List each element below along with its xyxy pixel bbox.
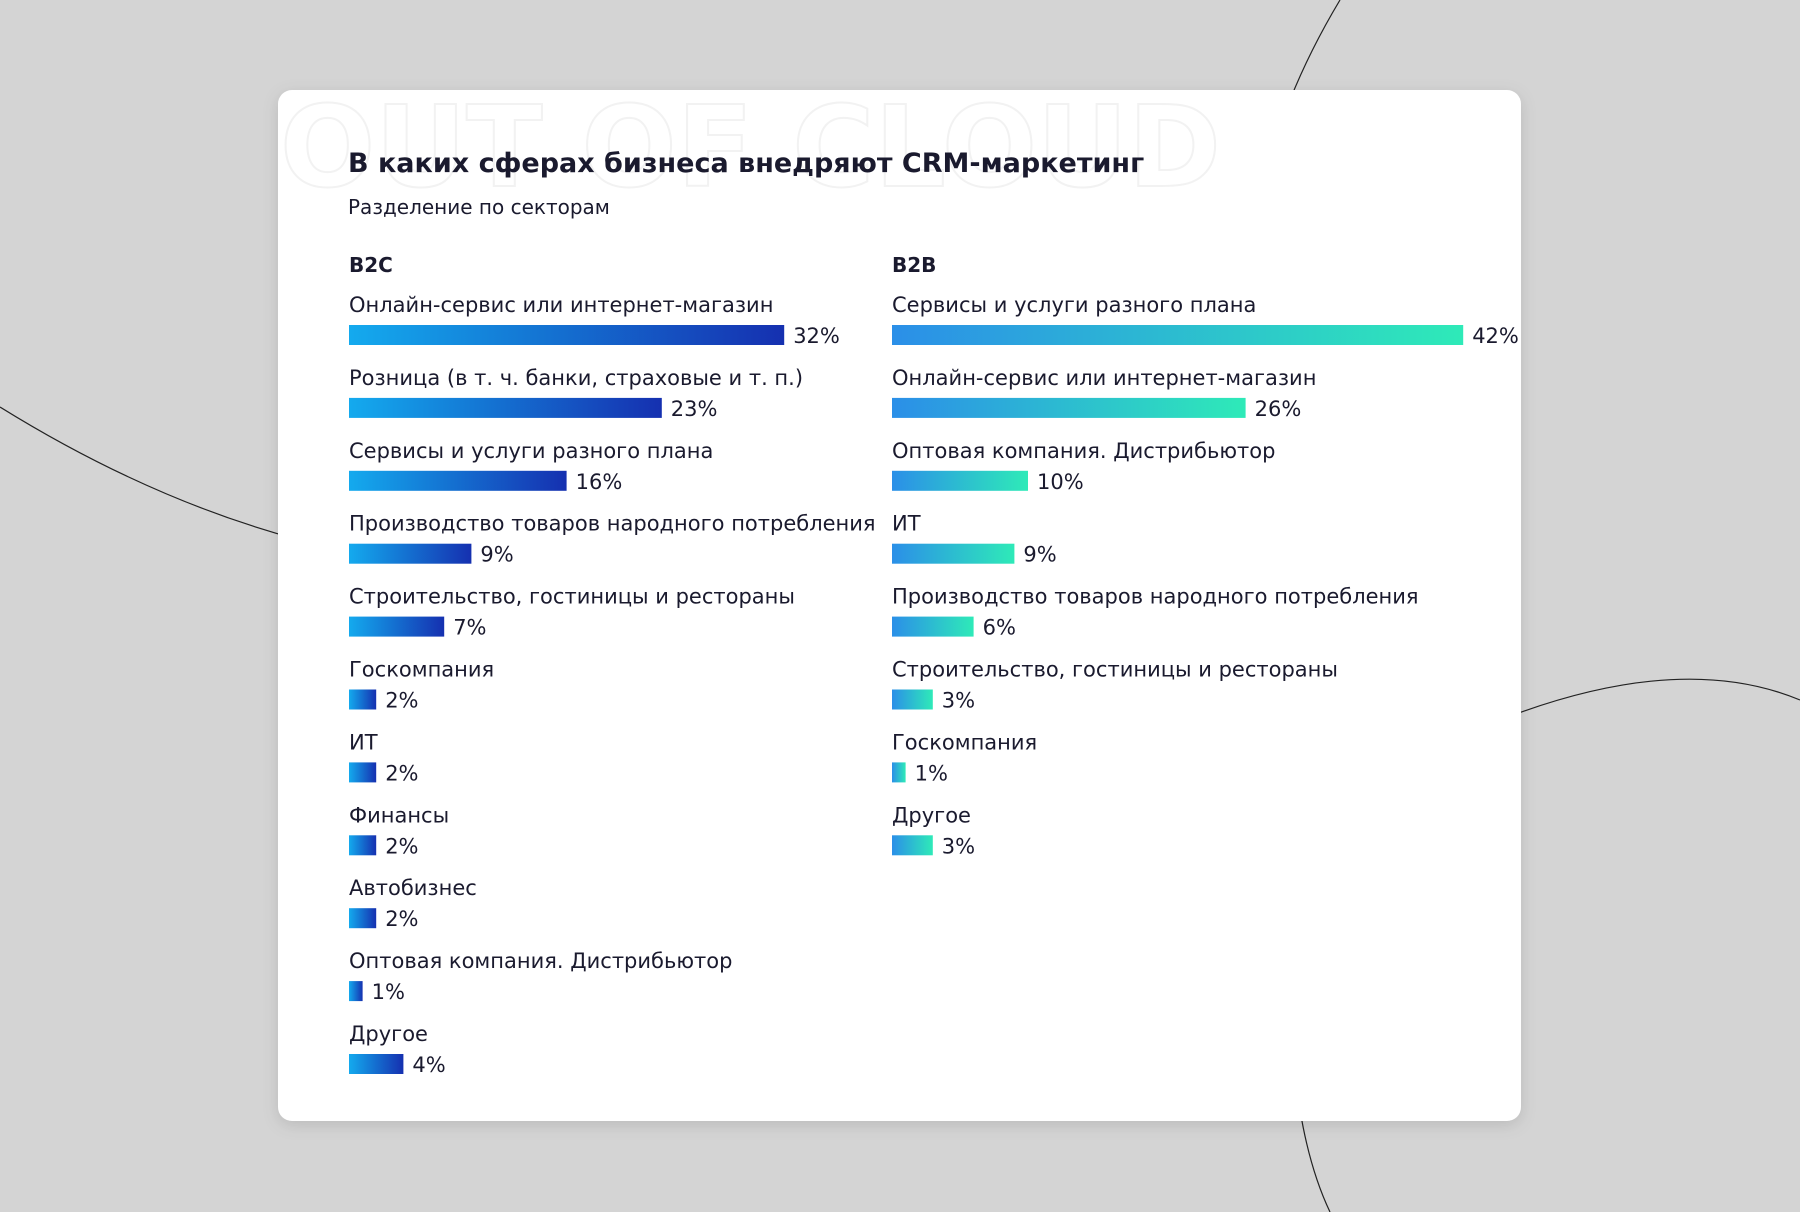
- deco-curve: [1289, 0, 1341, 101]
- bar: [892, 543, 1015, 564]
- bar: [349, 616, 445, 637]
- bar: [349, 835, 377, 856]
- value-label: 7%: [453, 616, 486, 640]
- category-label: Онлайн-сервис или интернет-магазин: [892, 366, 1316, 390]
- value-label: 10%: [1037, 470, 1084, 494]
- value-label: 2%: [385, 834, 418, 858]
- bar: [349, 981, 363, 1002]
- bar: [892, 762, 906, 783]
- value-label: 3%: [942, 689, 975, 713]
- value-label: 9%: [1023, 543, 1056, 567]
- subtitle: Разделение по секторам: [348, 195, 610, 219]
- bar: [892, 689, 933, 710]
- bar: [892, 835, 933, 856]
- deco-curve: [0, 406, 301, 541]
- value-label: 2%: [385, 761, 418, 785]
- bar: [349, 470, 567, 491]
- value-label: 16%: [576, 470, 623, 494]
- bar: [349, 908, 377, 929]
- value-label: 26%: [1255, 397, 1302, 421]
- category-label: Производство товаров народного потреблен…: [349, 512, 876, 536]
- category-label: Строительство, гостиницы и рестораны: [349, 585, 795, 609]
- panel-title: B2B: [892, 253, 936, 277]
- value-label: 3%: [942, 834, 975, 858]
- value-label: 6%: [983, 616, 1016, 640]
- category-label: Строительство, гостиницы и рестораны: [892, 658, 1338, 682]
- bar: [349, 1054, 404, 1074]
- category-label: Автобизнес: [349, 876, 477, 900]
- category-label: Сервисы и услуги разного плана: [349, 439, 713, 463]
- bar: [349, 397, 662, 418]
- category-label: Производство товаров народного потреблен…: [892, 585, 1419, 609]
- category-label: Онлайн-сервис или интернет-магазин: [349, 293, 773, 317]
- bar: [349, 689, 377, 710]
- bar: [892, 616, 974, 637]
- value-label: 2%: [385, 907, 418, 931]
- chart-title: В каких сферах бизнеса внедряют CRM-марк…: [348, 148, 1144, 179]
- category-label: Оптовая компания. Дистрибьютор: [892, 439, 1275, 463]
- value-label: 4%: [412, 1053, 445, 1077]
- value-label: 9%: [480, 543, 513, 567]
- card: [278, 90, 1521, 1121]
- category-label: Оптовая компания. Дистрибьютор: [349, 949, 732, 973]
- value-label: 32%: [793, 324, 840, 348]
- bar: [892, 325, 1464, 345]
- category-label: ИТ: [892, 512, 921, 536]
- watermark: OUT OF CLOUD: [280, 83, 1221, 213]
- category-label: Госкомпания: [349, 658, 494, 682]
- value-label: 2%: [385, 689, 418, 713]
- deco-curve: [1299, 1109, 1331, 1212]
- category-label: ИТ: [349, 730, 378, 754]
- value-label: 23%: [671, 397, 718, 421]
- bar: [349, 543, 472, 564]
- value-label: 42%: [1472, 324, 1519, 348]
- deco-curve: [1499, 678, 1800, 721]
- category-label: Другое: [892, 803, 971, 827]
- bar: [892, 397, 1246, 418]
- category-label: Другое: [349, 1022, 428, 1046]
- bar: [892, 470, 1028, 491]
- category-label: Розница (в т. ч. банки, страховые и т. п…: [349, 366, 803, 390]
- value-label: 1%: [915, 761, 948, 785]
- category-label: Сервисы и услуги разного плана: [892, 293, 1256, 317]
- bar: [349, 325, 785, 345]
- category-label: Финансы: [349, 803, 449, 827]
- panel-title: B2C: [349, 253, 393, 277]
- bar: [349, 762, 377, 783]
- value-label: 1%: [372, 980, 405, 1004]
- category-label: Госкомпания: [892, 730, 1037, 754]
